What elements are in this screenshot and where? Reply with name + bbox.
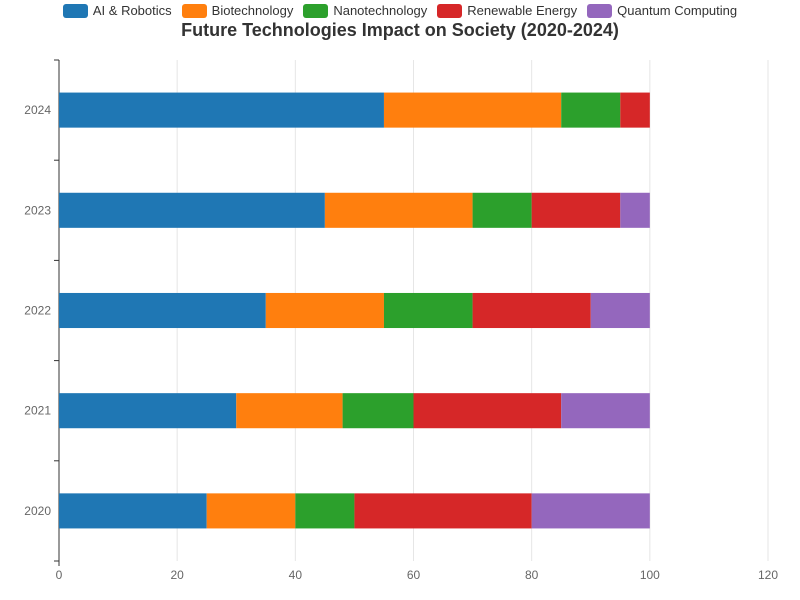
x-tick-label: 20 bbox=[170, 568, 184, 582]
bar-segment[interactable] bbox=[383, 292, 473, 329]
legend-item[interactable]: AI & Robotics bbox=[62, 3, 172, 18]
legend-label: Quantum Computing bbox=[617, 3, 738, 18]
bar-segment[interactable] bbox=[59, 92, 384, 128]
legend: AI & Robotics Biotechnology Nanotechnology… bbox=[0, 3, 800, 18]
y-tick-label: 2021 bbox=[24, 404, 51, 418]
bar-segment[interactable] bbox=[590, 292, 650, 329]
bar-segment[interactable] bbox=[383, 92, 562, 128]
bar-segment[interactable] bbox=[472, 292, 591, 329]
legend-label: Renewable Energy bbox=[467, 3, 578, 18]
bar-segment[interactable] bbox=[620, 92, 650, 128]
legend-item[interactable]: Quantum Computing bbox=[587, 3, 737, 18]
bar-segment[interactable] bbox=[620, 192, 650, 228]
bar-segment[interactable] bbox=[324, 192, 473, 228]
y-tick-label: 2020 bbox=[24, 504, 51, 518]
bar-segment[interactable] bbox=[561, 92, 621, 128]
x-tick-label: 40 bbox=[289, 568, 303, 582]
legend-label: Nanotechnology bbox=[333, 3, 428, 18]
y-tick-label: 2022 bbox=[24, 304, 51, 318]
bar-segment[interactable] bbox=[531, 192, 621, 228]
legend-item[interactable]: Biotechnology bbox=[181, 3, 294, 18]
bar-segment[interactable] bbox=[59, 192, 325, 228]
bar-segment[interactable] bbox=[265, 292, 384, 329]
bar-segment[interactable] bbox=[59, 493, 207, 529]
legend-label: AI & Robotics bbox=[92, 3, 172, 18]
legend-swatch bbox=[181, 3, 207, 18]
x-tick-label: 100 bbox=[640, 568, 660, 582]
y-tick-label: 2023 bbox=[24, 203, 51, 217]
bar-segment[interactable] bbox=[236, 393, 343, 429]
chart-title: Future Technologies Impact on Society (2… bbox=[181, 20, 619, 40]
legend-item[interactable]: Nanotechnology bbox=[303, 3, 427, 18]
legend-swatch bbox=[62, 3, 88, 18]
legend-swatch bbox=[303, 3, 329, 18]
bar-segment[interactable] bbox=[206, 493, 296, 529]
bar-segment[interactable] bbox=[295, 493, 355, 529]
bar-segment[interactable] bbox=[531, 493, 650, 529]
bar-segment[interactable] bbox=[342, 393, 414, 429]
bar-segment[interactable] bbox=[561, 393, 650, 429]
legend-swatch bbox=[587, 3, 613, 18]
y-tick-label: 2024 bbox=[24, 103, 51, 117]
x-tick-label: 0 bbox=[56, 568, 63, 582]
x-tick-label: 80 bbox=[525, 568, 539, 582]
bar-segment[interactable] bbox=[59, 393, 237, 429]
x-tick-label: 60 bbox=[407, 568, 421, 582]
x-tick-label: 120 bbox=[758, 568, 778, 582]
bar-segment[interactable] bbox=[413, 393, 562, 429]
legend-label: Biotechnology bbox=[211, 3, 294, 18]
bar-segment[interactable] bbox=[354, 493, 532, 529]
bar-segment[interactable] bbox=[59, 292, 266, 329]
legend-swatch bbox=[437, 3, 463, 18]
legend-item[interactable]: Renewable Energy bbox=[437, 3, 577, 18]
bar-segment[interactable] bbox=[472, 192, 532, 228]
